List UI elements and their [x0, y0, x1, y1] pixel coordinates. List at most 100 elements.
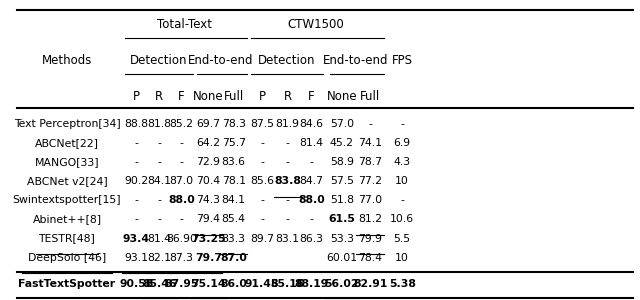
Text: 75.7: 75.7: [221, 138, 246, 148]
Text: 81.4: 81.4: [147, 233, 172, 244]
Text: -: -: [157, 214, 161, 224]
Text: 90.58: 90.58: [119, 279, 153, 290]
Text: 87.3: 87.3: [170, 253, 193, 262]
Text: -: -: [286, 138, 290, 148]
Text: F: F: [178, 90, 185, 103]
Text: 85.46: 85.46: [142, 279, 177, 290]
Text: Swintextspotter[15]: Swintextspotter[15]: [13, 195, 122, 206]
Text: MANGO[33]: MANGO[33]: [35, 158, 99, 167]
Text: 85.16: 85.16: [271, 279, 305, 290]
Text: ABCNet v2[24]: ABCNet v2[24]: [27, 176, 108, 186]
Text: 85.4: 85.4: [221, 214, 246, 224]
Text: 70.4: 70.4: [196, 176, 221, 186]
Text: -: -: [179, 158, 184, 167]
Text: 69.7: 69.7: [196, 119, 221, 129]
Text: 83.8: 83.8: [275, 176, 301, 186]
Text: 73.25: 73.25: [191, 233, 226, 244]
Text: 87.0: 87.0: [220, 253, 247, 262]
Text: -: -: [157, 138, 161, 148]
Text: 81.9: 81.9: [276, 119, 300, 129]
Text: P: P: [132, 90, 140, 103]
Text: ABCNet[22]: ABCNet[22]: [35, 138, 99, 148]
Text: 84.1: 84.1: [147, 176, 172, 186]
Text: 81.4: 81.4: [300, 138, 324, 148]
Text: 83.6: 83.6: [221, 158, 246, 167]
Text: 60.01: 60.01: [326, 253, 357, 262]
Text: 87.95: 87.95: [164, 279, 198, 290]
Text: -: -: [260, 214, 264, 224]
Text: -: -: [134, 158, 138, 167]
Text: -: -: [260, 195, 264, 206]
Text: -: -: [260, 138, 264, 148]
Text: None: None: [326, 90, 357, 103]
Text: 61.5: 61.5: [328, 214, 355, 224]
Text: 82.91: 82.91: [353, 279, 387, 290]
Text: 84.1: 84.1: [221, 195, 246, 206]
Text: R: R: [284, 90, 292, 103]
Text: 93.1: 93.1: [124, 253, 148, 262]
Text: Abinet++[8]: Abinet++[8]: [33, 214, 102, 224]
Text: -: -: [310, 214, 314, 224]
Text: TESTR[48]: TESTR[48]: [38, 233, 95, 244]
Text: 10: 10: [396, 176, 409, 186]
Text: 74.3: 74.3: [196, 195, 221, 206]
Text: 78.1: 78.1: [221, 176, 246, 186]
Text: R: R: [156, 90, 163, 103]
Text: 81.2: 81.2: [358, 214, 382, 224]
Text: 89.7: 89.7: [250, 233, 274, 244]
Text: 83.3: 83.3: [221, 233, 246, 244]
Text: 86.0: 86.0: [220, 279, 247, 290]
Text: 83.1: 83.1: [276, 233, 300, 244]
Text: -: -: [179, 214, 184, 224]
Text: -: -: [260, 158, 264, 167]
Text: 51.8: 51.8: [330, 195, 354, 206]
Text: P: P: [259, 90, 266, 103]
Text: 78.7: 78.7: [358, 158, 382, 167]
Text: 74.1: 74.1: [358, 138, 382, 148]
Text: FastTextSpotter: FastTextSpotter: [19, 279, 116, 290]
Text: DeepSolo [46]: DeepSolo [46]: [28, 253, 106, 262]
Text: -: -: [157, 195, 161, 206]
Text: 87.0: 87.0: [170, 176, 193, 186]
Text: -: -: [368, 119, 372, 129]
Text: 57.5: 57.5: [330, 176, 354, 186]
Text: FPS: FPS: [392, 54, 413, 67]
Text: -: -: [400, 195, 404, 206]
Text: 81.8: 81.8: [147, 119, 172, 129]
Text: 88.0: 88.0: [298, 195, 325, 206]
Text: 77.2: 77.2: [358, 176, 382, 186]
Text: 10.6: 10.6: [390, 214, 414, 224]
Text: Methods: Methods: [42, 54, 92, 67]
Text: F: F: [308, 90, 315, 103]
Text: 88.19: 88.19: [294, 279, 329, 290]
Text: 6.9: 6.9: [394, 138, 411, 148]
Text: 90.2: 90.2: [124, 176, 148, 186]
Text: -: -: [134, 138, 138, 148]
Text: 10: 10: [396, 253, 409, 262]
Text: -: -: [400, 119, 404, 129]
Text: 78.3: 78.3: [221, 119, 246, 129]
Text: 85.2: 85.2: [170, 119, 193, 129]
Text: 45.2: 45.2: [330, 138, 354, 148]
Text: None: None: [193, 90, 224, 103]
Text: -: -: [179, 138, 184, 148]
Text: CTW1500: CTW1500: [287, 18, 344, 31]
Text: 79.4: 79.4: [196, 214, 221, 224]
Text: -: -: [310, 158, 314, 167]
Text: 82.1: 82.1: [147, 253, 172, 262]
Text: 56.02: 56.02: [324, 279, 359, 290]
Text: 86.90: 86.90: [166, 233, 197, 244]
Text: 85.6: 85.6: [250, 176, 274, 186]
Text: 57.0: 57.0: [330, 119, 354, 129]
Text: 84.6: 84.6: [300, 119, 324, 129]
Text: 64.2: 64.2: [196, 138, 221, 148]
Text: Full: Full: [360, 90, 380, 103]
Text: 72.9: 72.9: [196, 158, 221, 167]
Text: 88.8: 88.8: [124, 119, 148, 129]
Text: End-to-end: End-to-end: [188, 54, 254, 67]
Text: 86.3: 86.3: [300, 233, 324, 244]
Text: -: -: [157, 158, 161, 167]
Text: -: -: [286, 195, 290, 206]
Text: 79.9: 79.9: [358, 233, 382, 244]
Text: 88.0: 88.0: [168, 195, 195, 206]
